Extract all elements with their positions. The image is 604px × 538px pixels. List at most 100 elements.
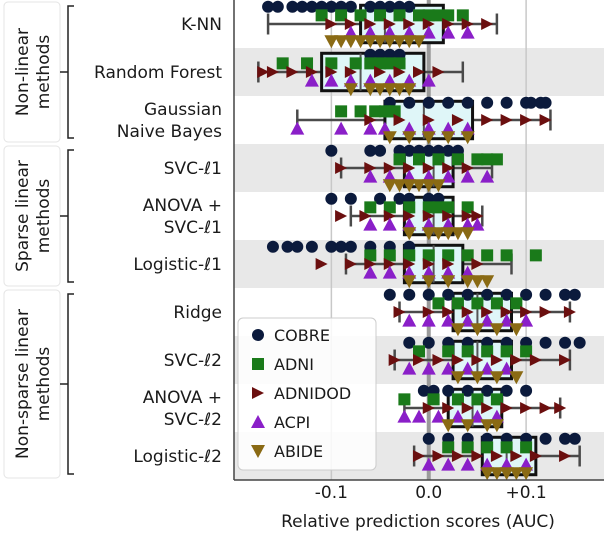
- point-adnidod: [422, 306, 435, 318]
- group-label-line: Sparse linear: [13, 160, 33, 272]
- point-acpi: [421, 361, 436, 375]
- point-adnidod: [393, 66, 406, 78]
- point-cobre: [559, 432, 572, 445]
- point-adnidod: [344, 258, 357, 270]
- point-adnidod: [461, 306, 474, 318]
- group-bracket: [60, 5, 74, 139]
- point-adni: [388, 105, 401, 118]
- point-adnidod: [335, 162, 348, 174]
- point-cobre: [559, 288, 572, 301]
- point-abide: [382, 35, 397, 49]
- legend-label: COBRE: [274, 326, 330, 345]
- point-abide: [382, 131, 397, 145]
- point-cobre: [539, 432, 552, 445]
- point-adni: [442, 441, 455, 454]
- point-cobre: [524, 96, 537, 109]
- point-abide: [402, 83, 417, 97]
- point-adni: [490, 153, 503, 166]
- point-adnidod: [383, 210, 396, 222]
- point-adnidod: [471, 450, 484, 462]
- point-adnidod: [539, 306, 552, 318]
- point-abide: [480, 467, 495, 481]
- point-abide: [373, 83, 388, 97]
- point-acpi: [334, 121, 349, 135]
- point-adni: [383, 201, 396, 214]
- method-label: SVC-ℓ2: [164, 410, 222, 430]
- point-adni: [427, 393, 440, 406]
- point-adni: [354, 9, 367, 22]
- point-adnidod: [461, 402, 474, 414]
- point-adni: [442, 9, 455, 22]
- point-cobre: [262, 0, 275, 13]
- point-adnidod: [422, 114, 435, 126]
- point-adni: [393, 57, 406, 70]
- point-adnidod: [461, 210, 474, 222]
- point-adni: [393, 9, 406, 22]
- point-adnidod: [471, 354, 484, 366]
- point-adni: [276, 57, 289, 70]
- point-cobre: [461, 96, 474, 109]
- point-adni: [398, 393, 411, 406]
- point-cobre: [393, 192, 406, 205]
- point-acpi: [421, 73, 436, 87]
- point-adnidod: [364, 258, 377, 270]
- point-adni: [471, 297, 484, 310]
- point-abide: [480, 275, 495, 289]
- point-abide: [421, 131, 436, 145]
- point-acpi: [421, 457, 436, 471]
- point-cobre: [403, 0, 416, 13]
- point-adnidod: [388, 354, 401, 366]
- point-adnidod: [471, 210, 484, 222]
- point-abide: [509, 467, 524, 481]
- point-abide: [489, 467, 504, 481]
- point-acpi: [363, 121, 378, 135]
- point-abide: [470, 323, 485, 337]
- point-abide: [509, 371, 524, 385]
- point-adnidod: [344, 66, 357, 78]
- group-label-line: Non-sparse linear: [13, 309, 33, 459]
- point-abide: [412, 179, 426, 193]
- point-cobre: [374, 192, 387, 205]
- group-bracket: [60, 149, 74, 283]
- point-adnidod: [529, 450, 542, 462]
- group-label-line: Non-linear: [13, 28, 33, 116]
- point-adni: [422, 201, 435, 214]
- point-abide: [324, 35, 339, 49]
- point-cobre: [374, 144, 387, 157]
- point-abide: [470, 371, 485, 385]
- point-cobre: [403, 336, 416, 349]
- point-adnidod: [539, 402, 552, 414]
- point-adni: [383, 57, 396, 70]
- point-adnidod: [315, 258, 328, 270]
- point-cobre: [364, 0, 377, 13]
- point-adni: [413, 9, 425, 22]
- point-adni: [422, 249, 435, 262]
- point-adni: [461, 249, 474, 262]
- point-cobre: [364, 144, 377, 157]
- point-cobre: [271, 0, 284, 13]
- point-acpi: [324, 73, 339, 87]
- point-abide: [343, 35, 358, 49]
- point-adnidod: [559, 450, 572, 462]
- point-adnidod: [403, 210, 416, 222]
- point-cobre: [461, 288, 474, 301]
- point-adnidod: [510, 354, 523, 366]
- point-adnidod: [383, 162, 396, 174]
- point-adni: [432, 153, 445, 166]
- point-adnidod: [451, 114, 464, 126]
- point-cobre: [403, 96, 416, 109]
- point-adnidod: [500, 402, 513, 414]
- group-label-line: methods: [34, 35, 54, 110]
- point-cobre: [442, 96, 455, 109]
- point-abide: [392, 179, 407, 193]
- point-abide: [470, 275, 485, 289]
- method-label: Naive Bayes: [117, 122, 222, 142]
- x-tick-labels: -0.1 0.0 +0.1: [315, 483, 547, 503]
- point-abide: [363, 83, 378, 97]
- point-abide: [460, 419, 475, 433]
- point-adnidod: [344, 18, 357, 30]
- point-adnidod: [451, 354, 464, 366]
- point-abide: [431, 179, 446, 193]
